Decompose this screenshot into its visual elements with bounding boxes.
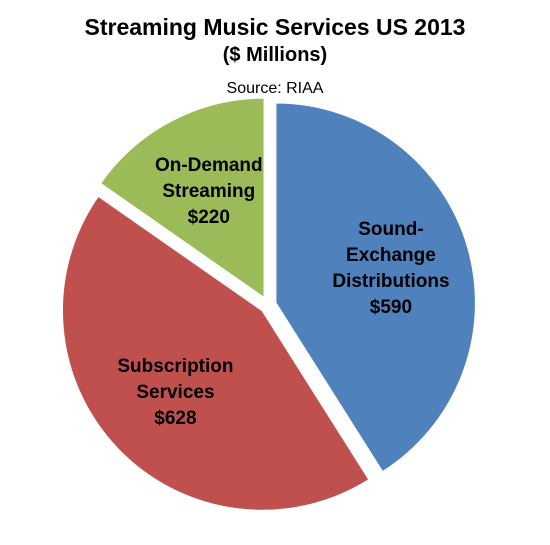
slice-label: Subscription Services $628 [105,354,245,432]
chart-title: Streaming Music Services US 2013 [84,14,466,40]
category-label: On-Demand Streaming [154,154,263,202]
chart-subtitle: ($ Millions) [222,44,328,66]
pie-slice [61,194,371,512]
slice-label: Sound-Exchange Distributions $590 [321,217,461,321]
value-label: $590 [369,297,413,319]
pie-slice [99,97,266,300]
slice-label: On-Demand Streaming $220 [139,153,279,231]
chart-source: Source: RIAA [226,80,324,97]
category-label: Sound-Exchange Distributions [332,219,450,293]
value-label: $628 [154,408,197,430]
category-label: Subscription Services [117,356,234,404]
pie-slice [274,102,477,473]
value-label: $220 [187,206,230,228]
